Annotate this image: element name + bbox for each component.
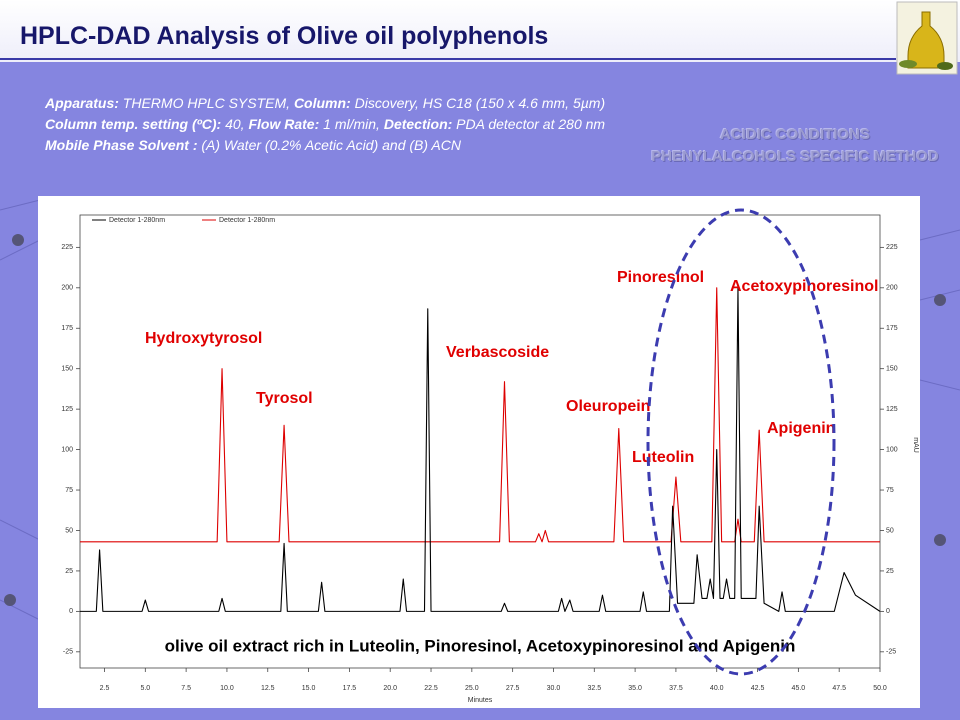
y2-tick-label: 225: [886, 244, 898, 251]
method-value: PDA detector at 280 nm: [456, 116, 606, 132]
node-decoration: [934, 294, 946, 306]
x-tick-label: 42.5: [751, 685, 765, 692]
x-tick-label: 45.0: [792, 685, 806, 692]
peak-label: Luteolin: [632, 449, 694, 466]
x-tick-label: 10.0: [220, 685, 234, 692]
trace: [80, 287, 880, 543]
y2-tick-label: 150: [886, 366, 898, 373]
y-tick-label: 150: [61, 366, 73, 373]
x-tick-label: 25.0: [465, 685, 479, 692]
peak-label: Pinoresinol: [617, 269, 704, 286]
background-grid: [0, 199, 960, 621]
header-band: [0, 0, 960, 62]
y2-tick-label: 25: [886, 568, 894, 575]
x-tick-label: 22.5: [424, 685, 438, 692]
y2-tick-label: 200: [886, 285, 898, 292]
x-tick-label: 2.5: [100, 685, 110, 692]
method-text: Apparatus: THERMO HPLC SYSTEM, Column: D…: [45, 93, 633, 156]
method-label: Mobile Phase Solvent :: [45, 137, 198, 153]
x-tick-label: 27.5: [506, 685, 520, 692]
node-decoration: [12, 234, 24, 246]
y2-tick-label: 75: [886, 487, 894, 494]
method-label: Detection:: [383, 116, 453, 132]
x-tick-label: 47.5: [832, 685, 846, 692]
x-tick-label: 5.0: [140, 685, 150, 692]
y-tick-label: 200: [61, 285, 73, 292]
y-tick-label: 100: [61, 446, 73, 453]
method-label: Flow Rate:: [248, 116, 320, 132]
chart-caption: olive oil extract rich in Luteolin, Pino…: [165, 636, 796, 655]
x-tick-label: 35.0: [628, 685, 642, 692]
x-tick-label: 32.5: [587, 685, 601, 692]
y-tick-label: 175: [61, 325, 73, 332]
node-decoration: [934, 534, 946, 546]
peak-label: Oleuropein: [566, 398, 650, 415]
logo: [896, 1, 958, 75]
y-tick-label: 125: [61, 406, 73, 413]
method-label: Apparatus:: [45, 95, 119, 111]
legend-label: Detector 1-280nm: [109, 217, 165, 224]
y-tick-label: 225: [61, 244, 73, 251]
method-line: Apparatus: THERMO HPLC SYSTEM, Column: D…: [45, 93, 633, 114]
y-tick-label: -25: [63, 649, 73, 656]
conditions: ACIDIC CONDITIONS PHENYLALCOHOLS SPECIFI…: [640, 124, 950, 168]
x-tick-label: 37.5: [669, 685, 683, 692]
peak-label: Apigenin: [767, 420, 835, 437]
method-value: THERMO HPLC SYSTEM,: [122, 95, 291, 111]
peak-label: Verbascoside: [446, 344, 549, 361]
highlight-ellipse: [646, 208, 836, 676]
method-value: 40,: [225, 116, 245, 132]
x-axis-title: Minutes: [468, 697, 493, 704]
y-tick-label: 75: [65, 487, 73, 494]
method-line: Mobile Phase Solvent : (A) Water (0.2% A…: [45, 135, 633, 156]
x-tick-label: 12.5: [261, 685, 275, 692]
logo-leaf: [937, 62, 953, 70]
x-tick-label: 50.0: [873, 685, 887, 692]
legend-label: Detector 1-280nm: [219, 217, 275, 224]
peak-label: Hydroxytyrosol: [145, 330, 262, 347]
y2-tick-label: 0: [886, 608, 890, 615]
method-value: Discovery, HS C18 (150 x 4.6 mm, 5µm): [354, 95, 606, 111]
method-line: Column temp. setting (ºC): 40, Flow Rate…: [45, 114, 633, 135]
method-value: (A) Water (0.2% Acetic Acid) and (B) ACN: [201, 137, 461, 153]
x-tick-label: 30.0: [547, 685, 561, 692]
y2-tick-label: 100: [886, 446, 898, 453]
y2-tick-label: -25: [886, 649, 896, 656]
x-tick-label: 20.0: [383, 685, 397, 692]
title-rule: [0, 58, 896, 60]
condition-line: PHENYLALCOHOLS SPECIFIC METHOD: [651, 148, 939, 165]
y2-tick-label: 125: [886, 406, 898, 413]
x-tick-label: 7.5: [181, 685, 191, 692]
x-tick-label: 15.0: [302, 685, 316, 692]
method-label: Column:: [293, 95, 351, 111]
condition-line: ACIDIC CONDITIONS: [720, 126, 870, 143]
trace: [80, 287, 881, 612]
chart-panel: [38, 196, 920, 708]
logo-leaf: [899, 60, 917, 68]
y2-tick-label: 175: [886, 325, 898, 332]
y-tick-label: 0: [69, 608, 73, 615]
x-tick-label: 17.5: [343, 685, 357, 692]
y-tick-label: 50: [65, 527, 73, 534]
y2-tick-label: 50: [886, 527, 894, 534]
peak-label: Tyrosol: [256, 390, 313, 407]
slide-title: HPLC-DAD Analysis of Olive oil polypheno…: [20, 22, 549, 50]
peak-label: Acetoxypinoresinol: [730, 278, 878, 295]
node-decoration: [4, 594, 16, 606]
y-tick-label: 25: [65, 568, 73, 575]
method-label: Column temp. setting (ºC):: [45, 116, 222, 132]
plot-frame: [79, 214, 881, 669]
x-tick-label: 40.0: [710, 685, 724, 692]
y-axis-title: mAU: [912, 437, 919, 453]
method-value: 1 ml/min,: [323, 116, 380, 132]
